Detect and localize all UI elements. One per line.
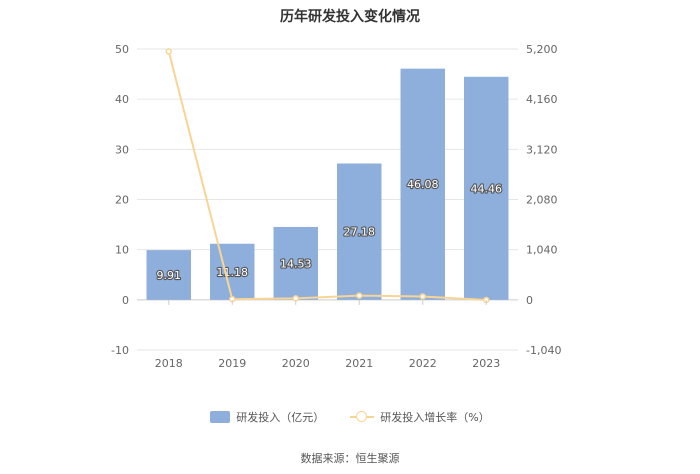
line-point[interactable] bbox=[419, 293, 426, 300]
x-tick-label: 2022 bbox=[409, 357, 437, 370]
y-right-tick-label: 3,120 bbox=[526, 143, 558, 156]
y-left-tick-label: 10 bbox=[115, 244, 129, 257]
bar[interactable] bbox=[273, 226, 318, 300]
legend-item-growth-rate[interactable]: 研发投入增长率（%） bbox=[350, 409, 490, 425]
legend-line-swatch bbox=[350, 411, 375, 423]
bar[interactable] bbox=[210, 243, 255, 300]
y-left-tick-label: 50 bbox=[115, 43, 129, 56]
line-point[interactable] bbox=[165, 48, 172, 55]
growth-rate-line bbox=[167, 51, 487, 302]
y-left-tick-label: 20 bbox=[115, 194, 129, 207]
x-tick-label: 2020 bbox=[282, 357, 310, 370]
line-point[interactable] bbox=[356, 292, 363, 299]
bar-value-label: 44.46 bbox=[471, 182, 503, 195]
x-tick-label: 2018 bbox=[155, 357, 183, 370]
y-left-tick-label: 0 bbox=[122, 294, 129, 307]
x-tick-label: 2019 bbox=[218, 357, 246, 370]
legend-label-growth-rate: 研发投入增长率（%） bbox=[380, 411, 490, 424]
y-right-tick-label: -1,040 bbox=[526, 344, 561, 357]
bar[interactable] bbox=[464, 76, 509, 300]
data-source: 数据来源：恒生聚源 bbox=[300, 452, 400, 465]
bar-value-label: 14.53 bbox=[280, 257, 312, 270]
y-right-tick-label: 1,040 bbox=[526, 244, 558, 257]
y-right-tick-label: 4,160 bbox=[526, 93, 558, 106]
bar[interactable] bbox=[146, 250, 191, 300]
legend-label-rd-investment: 研发投入（亿元） bbox=[236, 411, 325, 424]
y-left-tick-label: 30 bbox=[115, 143, 129, 156]
y-right-tick-label: 5,200 bbox=[526, 43, 558, 56]
legend-bar-swatch bbox=[210, 411, 231, 423]
chart-legend: 研发投入（亿元） 研发投入增长率（%） bbox=[0, 409, 700, 425]
bar-value-label: 27.18 bbox=[344, 226, 376, 239]
bar-value-label: 11.18 bbox=[217, 266, 249, 279]
bar-value-label: 9.91 bbox=[157, 269, 182, 282]
bar-value-label: 46.08 bbox=[407, 178, 439, 191]
bar[interactable] bbox=[400, 68, 445, 300]
chart-title: 历年研发投入变化情况 bbox=[280, 9, 420, 25]
y-left-tick-label: -10 bbox=[111, 344, 129, 357]
y-left-tick-label: 40 bbox=[115, 93, 129, 106]
y-right-tick-label: 2,080 bbox=[526, 194, 558, 207]
x-tick-label: 2023 bbox=[472, 357, 500, 370]
y-right-tick-label: 0 bbox=[526, 294, 533, 307]
legend-item-rd-investment[interactable]: 研发投入（亿元） bbox=[210, 409, 324, 425]
bar[interactable] bbox=[337, 163, 382, 300]
x-tick-label: 2021 bbox=[345, 357, 373, 370]
